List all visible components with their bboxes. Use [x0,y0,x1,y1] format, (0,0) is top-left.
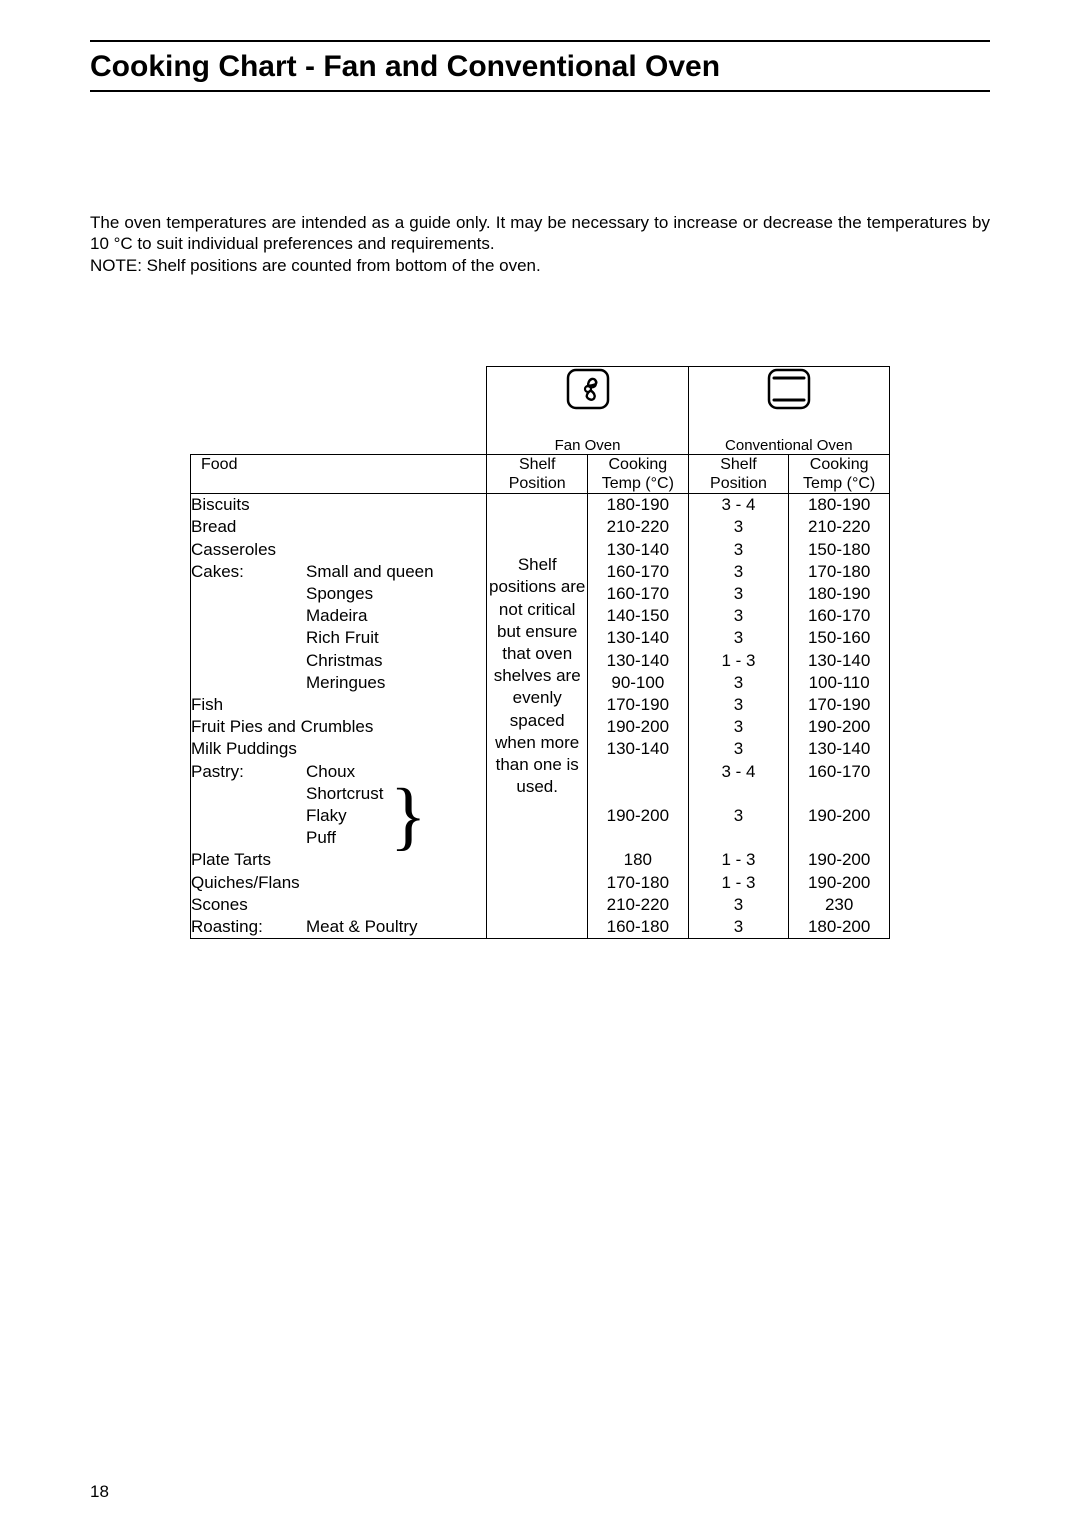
food-name [191,783,306,805]
food-name [191,583,306,605]
food-variant: Small and queen [306,561,486,583]
food-variant: Shortcrust} [306,783,486,805]
food-name: Milk Puddings [191,738,297,760]
food-name [191,672,306,694]
food-name: Plate Tarts [191,849,271,871]
food-row: Quiches/Flans [191,872,486,894]
food-name: Bread [191,516,236,538]
food-name: Quiches/Flans [191,872,300,894]
note-text: NOTE: Shelf positions are counted from b… [90,255,990,276]
blank-cell [191,437,487,455]
fan-icon-cell [487,366,688,437]
conventional-oven-icon [765,367,813,411]
conventional-oven-label: Conventional Oven [688,437,889,455]
food-row: Casseroles [191,539,486,561]
fan-oven-icon [564,367,612,411]
blank-cell [191,366,487,437]
fan-shelf-column: Shelf positions are not critical but ens… [487,494,588,939]
food-row: Rich Fruit [191,627,486,649]
food-row: Sponges [191,583,486,605]
food-row: Plate Tarts [191,849,486,871]
fan-temp-header: Cooking Temp (°C) [588,454,689,493]
food-name: Biscuits [191,494,250,516]
food-name [191,650,306,672]
page-title: Cooking Chart - Fan and Conventional Ove… [90,50,990,84]
food-row: Bread [191,516,486,538]
oven-label-row: Fan Oven Conventional Oven [191,437,890,455]
food-variant: Rich Fruit [306,627,486,649]
food-variant: Meat & Poultry [306,916,486,938]
fan-oven-label: Fan Oven [487,437,688,455]
food-column: BiscuitsBreadCasserolesCakes:Small and q… [191,494,487,939]
conv-shelf-column: 3 - 4 3 3 3 3 3 3 1 - 3 3 3 3 3 3 - 4 3 … [688,494,789,939]
conv-temp-column: 180-190 210-220 150-180 170-180 180-190 … [789,494,890,939]
food-row: Puff [191,827,486,849]
food-name: Roasting: [191,916,306,938]
food-row: Christmas [191,650,486,672]
food-variant: Sponges [306,583,486,605]
column-header-row: Food Shelf Position Cooking Temp (°C) Sh… [191,454,890,493]
food-name: Fruit Pies and Crumbles [191,716,373,738]
food-variant: Meringues [306,672,486,694]
food-row: Scones [191,894,486,916]
top-rule [90,40,990,42]
page-number: 18 [90,1482,109,1502]
food-name: Fish [191,694,223,716]
food-row: Fish [191,694,486,716]
food-name: Casseroles [191,539,276,561]
food-row: Roasting:Meat & Poultry [191,916,486,938]
food-name [191,827,306,849]
page: Cooking Chart - Fan and Conventional Ove… [0,0,1080,1528]
food-row: Fruit Pies and Crumbles [191,716,486,738]
intro-text: The oven temperatures are intended as a … [90,212,990,255]
fan-temp-column: 180-190 210-220 130-140 160-170 160-170 … [588,494,689,939]
food-row: Biscuits [191,494,486,516]
fan-shelf-header: Shelf Position [487,454,588,493]
food-name: Pastry: [191,761,306,783]
food-variant: Christmas [306,650,486,672]
food-header: Food [191,454,487,493]
food-variant: Puff [306,827,486,849]
food-row: Madeira [191,605,486,627]
food-name [191,627,306,649]
conv-icon-cell [688,366,889,437]
food-row: Meringues [191,672,486,694]
cooking-chart: Fan Oven Conventional Oven Food Shelf Po… [190,366,890,939]
food-variant: Flaky [306,805,486,827]
food-row: Flaky [191,805,486,827]
food-name [191,605,306,627]
food-row: Cakes:Small and queen [191,561,486,583]
fan-shelf-note: Shelf positions are not critical but ens… [487,494,587,798]
icon-row [191,366,890,437]
food-name [191,805,306,827]
food-row: Shortcrust} [191,783,486,805]
title-underline-rule [90,90,990,92]
food-variant: Madeira [306,605,486,627]
food-name: Cakes: [191,561,306,583]
table-body-row: BiscuitsBreadCasserolesCakes:Small and q… [191,494,890,939]
conv-temp-header: Cooking Temp (°C) [789,454,890,493]
food-row: Milk Puddings [191,738,486,760]
cooking-table: Fan Oven Conventional Oven Food Shelf Po… [190,366,890,939]
food-name: Scones [191,894,248,916]
food-row: Pastry:Choux [191,761,486,783]
conv-shelf-header: Shelf Position [688,454,789,493]
